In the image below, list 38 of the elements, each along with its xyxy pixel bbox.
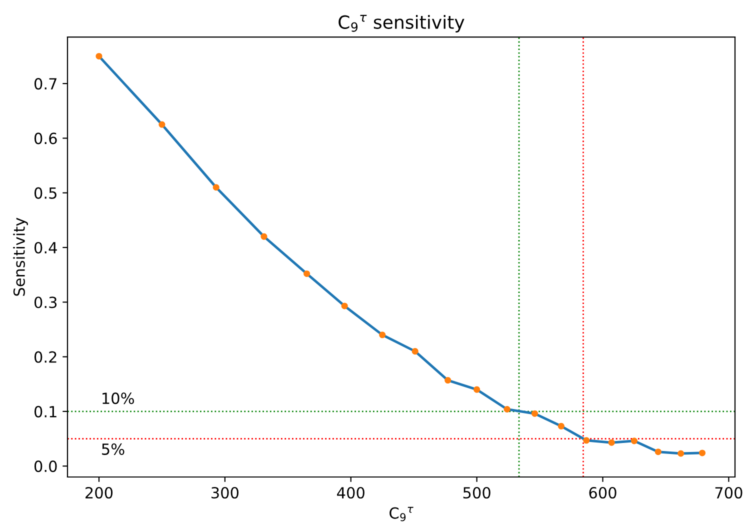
- point: [698, 450, 706, 456]
- y-tick-label: 0.1: [34, 406, 56, 418]
- point: [379, 332, 386, 338]
- point: [678, 450, 684, 457]
- point: [96, 52, 102, 60]
- y-tick-label: 0.4: [34, 242, 57, 254]
- y-tick-label: 0.5: [34, 187, 56, 199]
- point: [158, 121, 166, 128]
- chart-title: C$_{9}$$^{τ}$ sensitivity: [338, 14, 464, 32]
- y-tick-label: 0.3: [34, 296, 57, 308]
- ref-line-label: 5%: [102, 443, 124, 455]
- x-tick-label: 600: [589, 486, 616, 499]
- point: [630, 438, 638, 444]
- point: [474, 386, 480, 393]
- point: [654, 448, 662, 456]
- point: [531, 410, 538, 417]
- point: [444, 377, 452, 384]
- point: [558, 422, 564, 430]
- x-axis-title: C$_{9}$$^{τ}$: [390, 506, 414, 522]
- point: [608, 439, 615, 446]
- point: [341, 302, 348, 310]
- x-tick-label: 300: [212, 486, 238, 499]
- x-tick-label: 500: [463, 486, 490, 499]
- y-axis-title: Sensitivity: [13, 218, 28, 296]
- y-tick-label: 0.0: [34, 460, 57, 472]
- y-tick-label: 0.6: [34, 132, 57, 144]
- point: [212, 184, 220, 191]
- x-tick-label: 700: [715, 486, 742, 499]
- y-tick-label: 0.7: [34, 78, 56, 90]
- point: [304, 270, 310, 277]
- point: [583, 437, 590, 444]
- ref-line-label: 10%: [102, 392, 134, 404]
- point: [504, 406, 510, 412]
- point: [260, 233, 268, 240]
- x-tick-label: 400: [337, 486, 364, 499]
- x-tick-label: 200: [86, 486, 113, 499]
- point: [412, 348, 418, 355]
- y-tick-label: 0.2: [34, 351, 56, 363]
